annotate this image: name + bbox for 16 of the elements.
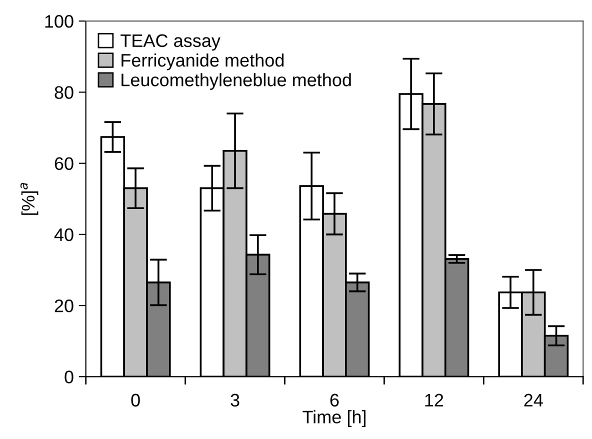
x-tick-label: 6 <box>330 394 339 407</box>
legend-label: Leucomethyleneblue method <box>122 73 351 90</box>
x-tick-label: 0 <box>131 394 140 407</box>
y-tick-label: 40 <box>54 228 74 242</box>
y-tick-label: 60 <box>54 157 74 170</box>
x-tick-label: 24 <box>524 394 543 406</box>
y-axis-title: [%]$^{a}$ <box>20 183 38 215</box>
x-axis-title: Time [h] <box>302 410 366 427</box>
x-tick-label: 3 <box>230 394 240 407</box>
legend-label: Ferricyanide method <box>122 53 284 70</box>
legend-label: TEAC assay <box>120 34 220 51</box>
y-tick-label: 100 <box>45 15 74 28</box>
y-tick-label: 80 <box>54 86 74 99</box>
x-tick-label: 12 <box>425 394 444 406</box>
y-tick-label: 0 <box>64 370 74 384</box>
y-tick-label: 20 <box>54 299 74 312</box>
